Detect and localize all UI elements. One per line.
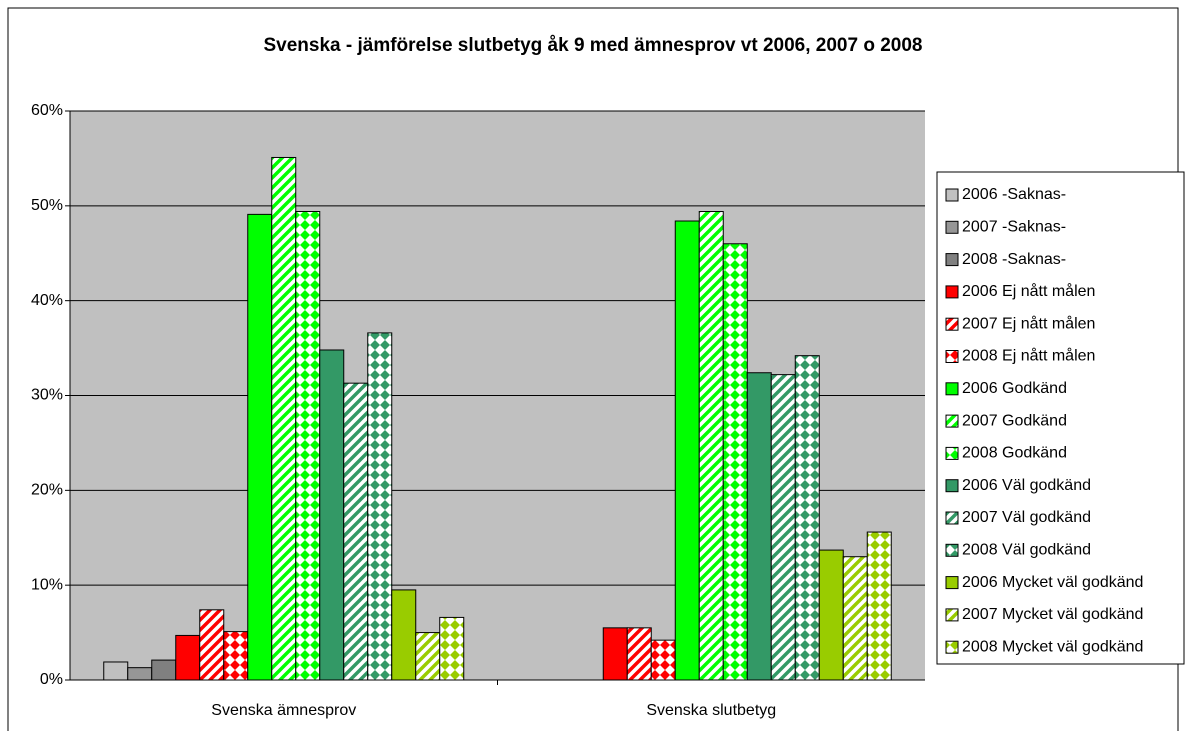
bar [439,616,465,681]
y-tick-label: 10% [31,576,63,593]
legend-swatch [945,446,959,460]
legend-label: 2008 Ej nått målen [962,347,1095,365]
legend-swatch [945,576,959,590]
bar [746,372,772,681]
bar [794,355,820,681]
chart-title: Svenska - jämförelse slutbetyg åk 9 med … [263,35,922,56]
legend-label: 2007 Ej nått målen [962,314,1095,332]
legend-swatch [945,479,959,493]
bar [650,639,676,681]
bar [415,632,441,681]
legend-label: 2006 Väl godkänd [962,477,1091,494]
legend-label: 2006 Mycket väl godkänd [962,574,1143,591]
legend-swatch [945,253,959,267]
legend-label: 2007 Väl godkänd [962,509,1091,526]
bar [199,609,225,681]
bar [343,382,369,681]
legend-swatch [945,220,959,234]
bar [151,659,177,681]
y-tick-label: 30% [31,387,63,404]
bar [866,531,892,681]
x-tick-label: Svenska slutbetyg [646,702,776,719]
y-tick-label: 0% [40,671,63,688]
bar [319,349,345,681]
legend-label: 2007 Godkänd [962,412,1067,429]
legend-swatch [945,285,959,299]
bar [602,627,628,681]
bar [103,661,129,681]
y-tick-label: 40% [31,292,63,309]
legend [936,171,1185,665]
legend-swatch [945,414,959,428]
bar [698,211,724,681]
bar [818,549,844,681]
legend-swatch [945,608,959,622]
bar [770,374,796,681]
bar [175,634,201,681]
x-tick-label: Svenska ämnesprov [211,702,356,719]
bar [391,589,417,681]
legend-swatch [945,511,959,525]
legend-swatch [945,382,959,396]
bar [722,243,748,681]
legend-label: 2007 -Saknas- [962,219,1066,236]
legend-swatch [945,640,959,654]
bar [247,213,273,681]
legend-label: 2006 -Saknas- [962,186,1066,203]
bar [127,667,153,681]
legend-swatch [945,543,959,557]
legend-label: 2007 Mycket väl godkänd [962,606,1143,623]
bar [842,556,868,681]
legend-label: 2006 Godkänd [962,380,1067,397]
bar [626,627,652,681]
legend-label: 2008 Mycket väl godkänd [962,638,1143,655]
legend-label: 2008 Väl godkänd [962,542,1091,559]
bar [271,156,297,681]
bar [295,211,321,681]
legend-label: 2008 -Saknas- [962,251,1066,268]
legend-swatch [945,350,959,363]
y-tick-label: 50% [31,197,63,214]
bar [367,332,393,681]
legend-label: 2008 Godkänd [962,445,1067,462]
y-tick-label: 20% [31,482,63,499]
y-tick-label: 60% [31,102,63,119]
legend-label: 2006 Ej nått målen [962,282,1095,300]
legend-swatch [945,317,959,331]
bar [674,220,700,681]
legend-swatch [945,188,959,202]
bar [223,631,249,681]
